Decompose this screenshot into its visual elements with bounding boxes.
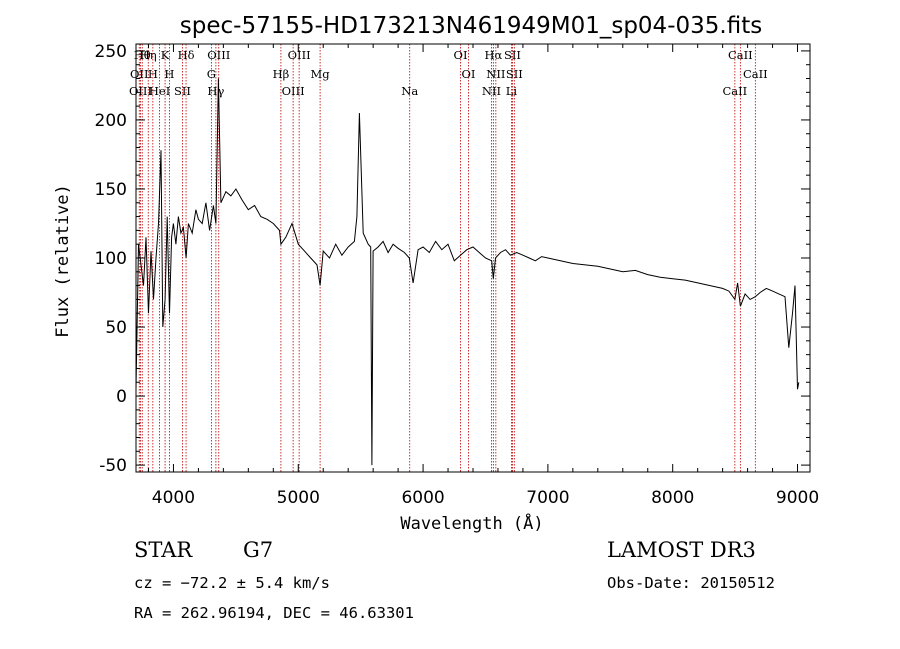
- line-marker-label: Hη: [140, 48, 157, 62]
- y-axis: -50 0 50 100 150 200 250: [95, 42, 810, 476]
- line-marker-label: OI: [462, 67, 476, 81]
- line-marker-labels: HθOIIOIIIHηHHeIKHSIIHδGHγOIIIHβOIIIOIIIM…: [129, 48, 768, 98]
- line-marker-label: CaII: [722, 84, 747, 98]
- line-marker-label: Hγ: [207, 84, 224, 98]
- object-class: STAR: [134, 538, 193, 562]
- line-marker-label: G: [207, 67, 216, 81]
- x-tick-label: 9000: [776, 488, 819, 508]
- line-marker-label: SII: [506, 67, 523, 81]
- survey-name: LAMOST DR3: [607, 538, 756, 562]
- line-marker-label: Mg: [311, 67, 331, 81]
- line-marker-label: OIII: [129, 84, 152, 98]
- y-tick-label: 250: [95, 42, 127, 62]
- line-marker-label: SII: [174, 84, 191, 98]
- line-marker-label: Hδ: [178, 48, 195, 62]
- line-marker-label: OIII: [288, 48, 311, 62]
- y-tick-label: 100: [95, 249, 127, 269]
- y-tick-label: 0: [116, 387, 127, 407]
- x-axis-label: Wavelength (Å): [400, 512, 543, 534]
- y-axis-label: Flux (relative): [53, 184, 73, 338]
- line-marker-label: Li: [506, 84, 518, 98]
- line-marker-label: Hβ: [273, 67, 290, 81]
- line-marker-label: SII: [504, 48, 521, 62]
- spectrum-line: [135, 78, 800, 466]
- chart-title: spec-57155-HD173213N461949M01_sp04-035.f…: [180, 13, 762, 39]
- x-axis: 4000 5000 6000 7000 8000 9000: [147, 44, 819, 508]
- line-marker-label: NII: [482, 84, 501, 98]
- line-marker-label: Hθ: [134, 48, 151, 62]
- x-tick-label: 8000: [651, 488, 694, 508]
- obs-date: Obs-Date: 20150512: [607, 574, 775, 592]
- line-marker-label: OIII: [207, 48, 230, 62]
- x-tick-label: 5000: [277, 488, 320, 508]
- line-marker-label: CaII: [728, 48, 753, 62]
- line-marker-label: OI: [454, 48, 468, 62]
- x-tick-label: 4000: [152, 488, 195, 508]
- x-tick-label: 6000: [401, 488, 444, 508]
- line-marker-label: K: [161, 48, 170, 62]
- y-tick-label: 200: [95, 111, 127, 131]
- coordinates: RA = 262.96194, DEC = 46.63301: [134, 604, 414, 622]
- line-marker-label: Na: [401, 84, 418, 98]
- plot-frame: [135, 43, 811, 473]
- line-marker-label: H: [148, 67, 158, 81]
- line-marker-label: H: [164, 67, 174, 81]
- line-marker-label: CaII: [743, 67, 768, 81]
- line-marker-label: OIII: [282, 84, 305, 98]
- y-tick-label: 50: [105, 318, 127, 338]
- line-marker-label: NII: [486, 67, 505, 81]
- y-tick-label: -50: [99, 456, 127, 476]
- object-subclass: G7: [243, 538, 274, 562]
- y-tick-label: 150: [95, 180, 127, 200]
- line-marker-label: Hα: [484, 48, 502, 62]
- line-marker-label: OII: [130, 67, 149, 81]
- x-tick-label: 7000: [526, 488, 569, 508]
- line-marker-label: HeI: [149, 84, 170, 98]
- redshift-text: cz = −72.2 ± 5.4 km/s: [134, 574, 330, 592]
- line-markers: [138, 44, 756, 472]
